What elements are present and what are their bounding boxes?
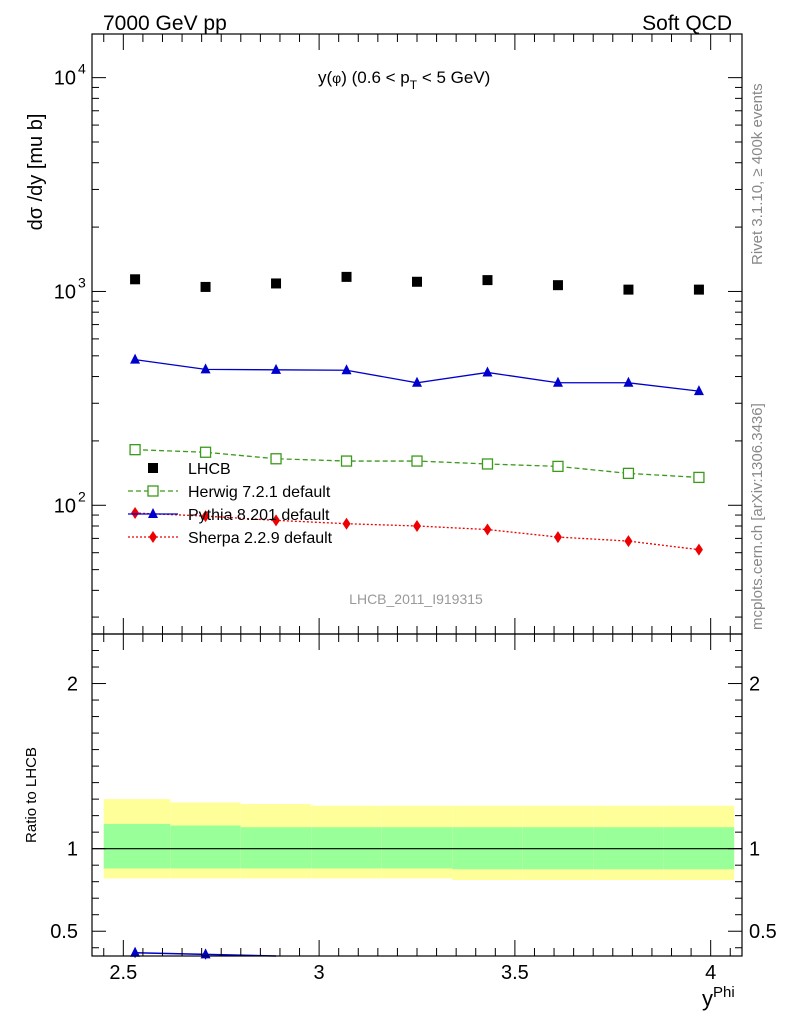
ratio-stat-band-0 xyxy=(103,823,171,869)
xtick-label-2: 3.5 xyxy=(501,962,529,984)
main-ytick-label-0: 10 xyxy=(54,495,76,517)
sherpa-point-2 xyxy=(272,514,281,527)
legend: LHCB Herwig 7.2.1 default Pythia 8.201 def… xyxy=(128,461,333,547)
sherpa-point-5 xyxy=(483,523,492,536)
legend-label-0: LHCB xyxy=(188,461,231,478)
pythia-point-5 xyxy=(482,366,493,377)
main-series xyxy=(129,271,705,556)
ratio-stat-band-4 xyxy=(381,827,453,869)
legend-label-2: Pythia 8.201 default xyxy=(188,507,330,524)
pythia-point-1 xyxy=(200,363,211,374)
pythia-point-2 xyxy=(271,363,282,374)
ratio-ytick-label-1: 1 xyxy=(67,839,78,861)
sherpa-point-6 xyxy=(553,531,562,544)
lhcb-point-3 xyxy=(341,271,352,282)
legend-marker-herwig xyxy=(147,485,159,497)
ratio-ytick-label-0: 0.5 xyxy=(50,921,78,943)
pythia-point-0 xyxy=(130,353,141,364)
sherpa-point-0 xyxy=(131,507,140,520)
sherpa-point-4 xyxy=(413,519,421,532)
pythia-point-8 xyxy=(693,385,704,396)
xtick-label-0: 2.5 xyxy=(109,962,137,984)
pythia-point-6 xyxy=(552,376,563,387)
main-ytick-exp-2: 4 xyxy=(78,61,86,77)
main-ytick-exp-1: 3 xyxy=(78,274,86,290)
main-title: y(φ) (0.6 < pT < 5 GeV) xyxy=(318,68,490,92)
sherpa-point-1 xyxy=(201,510,210,523)
legend-label-3: Sherpa 2.2.9 default xyxy=(188,530,333,547)
pythia-point-3 xyxy=(341,364,352,375)
beam-label: 7000 GeV pp xyxy=(103,12,227,35)
legend-marker-lhcb xyxy=(148,463,158,473)
axis-ticks xyxy=(92,34,742,956)
herwig-point-2 xyxy=(270,453,282,465)
herwig-point-0 xyxy=(129,444,141,456)
main-ytick-exp-0: 2 xyxy=(78,488,86,504)
main-ytick-label-1: 10 xyxy=(54,281,76,303)
ratio-pythia-point-0 xyxy=(130,946,141,957)
herwig-point-1 xyxy=(199,446,212,458)
xtick-label-1: 3 xyxy=(314,962,325,984)
lhcb-point-6 xyxy=(552,280,563,291)
ratio-ytick-label-right-1: 1 xyxy=(749,839,760,861)
legend-marker-pythia xyxy=(148,508,158,518)
lhcb-point-2 xyxy=(271,278,282,289)
lhcb-point-0 xyxy=(130,274,141,285)
xtick-label-3: 4 xyxy=(705,962,716,984)
mcplots-info: mcplots.cern.ch [arXiv:1306.3436] xyxy=(749,403,766,630)
main-ytick-label-2: 10 xyxy=(54,68,76,90)
lhcb-point-1 xyxy=(200,281,211,292)
herwig-point-6 xyxy=(552,460,564,473)
sherpa-point-3 xyxy=(342,517,351,530)
xlabel: yPhi xyxy=(702,984,735,1011)
lhcb-point-4 xyxy=(412,276,422,287)
lhcb-point-8 xyxy=(693,284,704,295)
lhcb-point-5 xyxy=(482,275,493,286)
herwig-point-3 xyxy=(340,455,353,467)
lhcb-point-7 xyxy=(623,284,634,295)
ratio-ytick-label-2: 2 xyxy=(67,674,78,696)
herwig-point-8 xyxy=(693,471,705,484)
ratio-series xyxy=(130,946,277,960)
herwig-point-7 xyxy=(622,467,635,480)
ratio-stat-band-1 xyxy=(170,825,241,869)
category-label: Soft QCD xyxy=(642,12,732,35)
ratio-stat-band-3 xyxy=(311,827,382,869)
sherpa-point-7 xyxy=(624,535,633,548)
ratio-ylabel: Ratio to LHCB xyxy=(23,747,40,843)
sherpa-point-8 xyxy=(694,543,703,556)
ratio-stat-band-2 xyxy=(240,827,312,869)
ratio-frame xyxy=(91,633,743,957)
main-ylabel: dσ /dy [mu b] xyxy=(25,114,47,231)
analysis-id: LHCB_2011_I919315 xyxy=(349,591,483,607)
ratio-ytick-label-right-2: 2 xyxy=(749,674,760,696)
ratio-bands xyxy=(103,799,735,881)
ratio-ytick-label-right-0: 0.5 xyxy=(749,921,777,943)
legend-marker-sherpa xyxy=(149,531,157,543)
herwig-point-5 xyxy=(481,458,494,470)
pythia-point-4 xyxy=(412,376,422,387)
rivet-info: Rivet 3.1.10, ≥ 400k events xyxy=(749,83,766,265)
pythia-point-7 xyxy=(623,376,634,387)
legend-label-1: Herwig 7.2.1 default xyxy=(188,484,331,501)
herwig-point-4 xyxy=(411,455,423,467)
